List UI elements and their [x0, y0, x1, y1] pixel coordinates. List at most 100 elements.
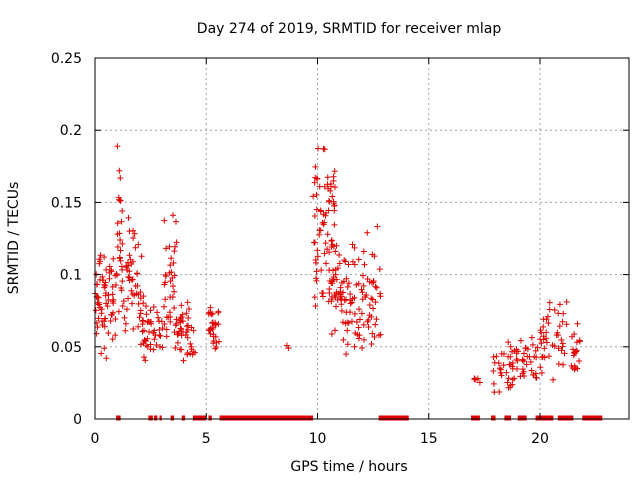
data-point — [132, 244, 139, 251]
data-point — [331, 184, 338, 191]
data-point — [107, 318, 114, 325]
data-point — [99, 322, 106, 329]
data-point — [372, 321, 379, 328]
data-point — [377, 293, 384, 300]
data-point — [129, 291, 136, 298]
data-point — [126, 252, 133, 259]
data-point — [505, 353, 512, 360]
data-point — [170, 283, 176, 290]
data-point — [321, 219, 328, 226]
data-point — [108, 267, 115, 274]
data-point — [173, 239, 180, 246]
data-point — [329, 193, 336, 200]
data-point — [311, 213, 318, 220]
data-point — [365, 323, 372, 330]
data-point — [139, 321, 146, 328]
data-point — [177, 325, 184, 332]
data-point — [183, 310, 190, 317]
data-point — [359, 272, 366, 279]
data-point — [529, 341, 536, 348]
data-point — [168, 255, 175, 262]
data-point — [358, 286, 365, 293]
data-point — [137, 341, 144, 348]
data-point — [161, 217, 168, 224]
data-point — [362, 293, 369, 300]
data-point — [343, 351, 350, 358]
data-point — [162, 271, 169, 278]
data-point — [213, 339, 220, 346]
data-point — [364, 318, 371, 325]
data-point — [347, 291, 354, 298]
data-point — [120, 298, 127, 305]
data-point — [330, 243, 337, 250]
data-point — [369, 330, 376, 337]
data-point — [519, 356, 526, 363]
data-point — [493, 353, 500, 360]
data-point — [498, 372, 505, 379]
data-point — [509, 365, 516, 372]
data-point — [207, 304, 214, 311]
data-point — [101, 318, 108, 325]
data-point — [122, 320, 129, 327]
data-point — [338, 279, 345, 286]
data-point — [106, 263, 113, 270]
data-points — [92, 143, 583, 396]
data-point — [167, 318, 174, 325]
data-point — [342, 258, 349, 265]
data-point — [504, 379, 511, 386]
data-point — [190, 348, 197, 355]
data-point — [178, 302, 185, 309]
data-point — [509, 381, 516, 388]
data-point — [123, 306, 130, 313]
data-point — [312, 174, 319, 181]
data-point — [561, 350, 568, 357]
data-point — [163, 245, 170, 252]
data-point — [131, 230, 138, 237]
data-point — [162, 279, 169, 286]
data-point — [505, 339, 512, 346]
data-point — [172, 322, 179, 329]
data-point — [543, 339, 550, 346]
data-point — [212, 345, 219, 352]
y-tick-label: 0.15 — [51, 195, 82, 211]
data-point — [184, 326, 191, 333]
data-point — [368, 295, 375, 302]
data-point — [377, 331, 384, 338]
data-point — [285, 345, 292, 352]
data-point — [532, 347, 539, 354]
data-point — [353, 281, 360, 288]
data-point — [532, 370, 539, 377]
data-point — [538, 369, 545, 376]
y-axis-label: SRMTID / TECUs — [6, 182, 22, 295]
data-point — [177, 318, 184, 325]
data-point — [188, 324, 195, 331]
data-point — [328, 183, 335, 190]
data-point — [179, 311, 186, 318]
data-point — [156, 326, 163, 333]
data-point — [130, 234, 137, 241]
data-point — [98, 350, 105, 357]
data-point — [101, 284, 108, 291]
data-point — [140, 327, 147, 334]
data-point — [340, 289, 347, 296]
data-point — [97, 304, 104, 311]
data-point — [118, 218, 125, 225]
data-point — [318, 267, 325, 274]
data-point — [351, 310, 358, 317]
data-point — [185, 315, 192, 322]
data-point — [319, 290, 326, 297]
data-point — [179, 318, 186, 325]
data-point — [496, 365, 503, 372]
data-point — [136, 314, 143, 321]
data-point — [135, 300, 142, 307]
data-point — [364, 229, 371, 236]
data-point — [517, 337, 524, 344]
data-point — [168, 269, 175, 276]
data-point — [109, 291, 116, 298]
data-point — [311, 179, 318, 186]
data-point — [97, 258, 104, 265]
data-point — [573, 347, 580, 354]
data-point — [490, 380, 497, 387]
data-point — [366, 312, 373, 319]
data-point — [117, 247, 124, 254]
